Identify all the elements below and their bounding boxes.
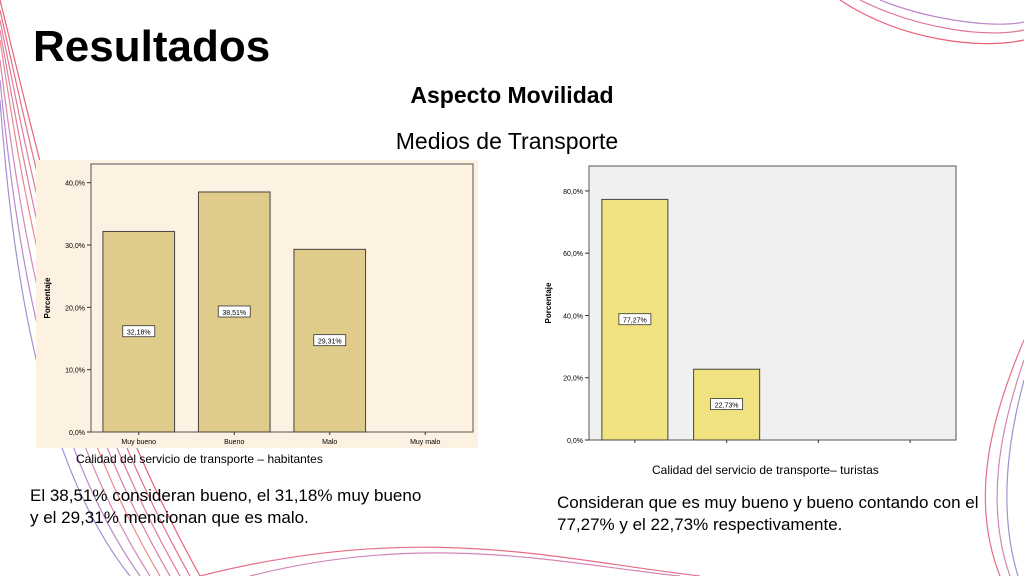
chart1-ylabel: Porcentaje	[43, 277, 52, 318]
chart1-ytick-label: 10,0%	[65, 368, 85, 375]
chart1-xtick-label: Muy bueno	[121, 439, 156, 446]
chart-habitantes-svg: 0,0% 10,0% 20,0% 30,0% 40,0% Porcentaje Muy bu…	[43, 163, 474, 446]
chart2-data-label-box	[618, 313, 652, 326]
slide-subtitle: Aspecto Movilidad	[410, 82, 614, 108]
slide-title: Resultados	[33, 22, 271, 71]
chart1-ytick-label: 40,0%	[65, 181, 85, 188]
chart-habitantes-caption: Calidad del servicio de transporte – hab…	[76, 452, 323, 466]
chart1-ytick-label: 30,0%	[65, 243, 85, 250]
chart2-ytick-label: 40,0%	[563, 313, 583, 320]
chart2-data-label-box	[710, 398, 744, 411]
chart2-ytick-label: 60,0%	[563, 251, 583, 258]
chart1-xtick-label: Muy malo	[410, 439, 440, 446]
chart1-xtick-label: Bueno	[224, 439, 244, 446]
chart2-data-label: 77,27%	[623, 318, 647, 325]
chart1-data-label-box	[313, 334, 347, 347]
chart1-data-label: 32,18%	[127, 330, 151, 337]
description-habitantes: El 38,51% consideran bueno, el 31,18% mu…	[30, 486, 422, 527]
chart1-ytick-label: 0,0%	[69, 430, 85, 437]
chart1-data-label-box	[217, 305, 251, 318]
chart2-ytick-label: 0,0%	[567, 438, 583, 445]
chart1-data-label-box	[122, 325, 156, 338]
chart-turistas-caption: Calidad del servicio de transporte– turi…	[652, 463, 879, 477]
chart1-data-label: 38,51%	[222, 310, 246, 317]
chart2-ylabel: Porcentaje	[544, 282, 553, 323]
slide-heading: Medios de Transporte	[395, 128, 619, 154]
chart2-ytick-label: 20,0%	[563, 376, 583, 383]
chart2-data-label: 22,73%	[715, 403, 739, 410]
chart1-ytick-label: 20,0%	[65, 305, 85, 312]
chart-habitantes: 0,0% 10,0% 20,0% 30,0% 40,0% Porcentaje Muy bu…	[36, 160, 478, 448]
chart1-xtick-label: Malo	[322, 439, 337, 446]
chart1-bar	[102, 230, 176, 433]
chart1-data-label: 29,31%	[318, 339, 342, 346]
description-turistas: Consideran que es muy bueno y bueno cont…	[557, 493, 979, 534]
chart2-ytick-label: 80,0%	[563, 189, 583, 196]
